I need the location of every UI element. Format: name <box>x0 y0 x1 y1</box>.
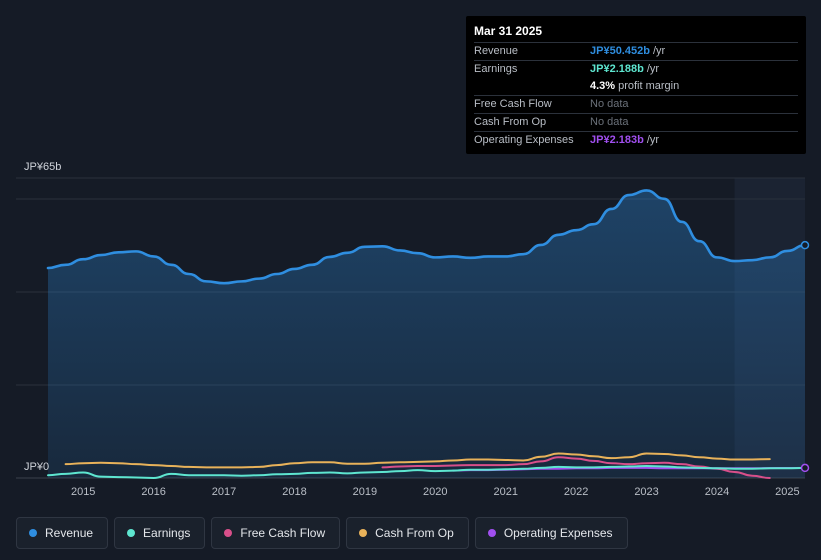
tooltip-label <box>474 78 590 95</box>
tooltip-row-margin: 4.3% profit margin <box>474 78 798 95</box>
x-tick-label: 2017 <box>212 486 236 498</box>
x-tick-label: 2021 <box>493 486 517 498</box>
legend-item-earnings[interactable]: Earnings <box>114 517 206 549</box>
revenue-area <box>48 190 805 478</box>
tooltip-date: Mar 31 2025 <box>474 24 543 38</box>
legend-label: Free Cash Flow <box>240 526 326 540</box>
tooltip-row-earnings: Earnings JP¥2.188b/yr <box>474 60 798 78</box>
legend: Revenue Earnings Free Cash Flow Cash Fro… <box>16 517 628 549</box>
legend-item-free-cash-flow[interactable]: Free Cash Flow <box>211 517 341 549</box>
legend-item-cash-from-op[interactable]: Cash From Op <box>346 517 469 549</box>
legend-label: Revenue <box>45 526 94 540</box>
y-tick-label: JP¥0 <box>24 461 49 473</box>
tooltip-value: JP¥2.188b <box>590 63 644 75</box>
legend-label: Operating Expenses <box>503 526 613 540</box>
tooltip-row-cfo: Cash From Op No data <box>474 113 798 131</box>
x-tick-label: 2025 <box>775 486 799 498</box>
legend-dot-icon <box>487 529 496 537</box>
x-tick-label: 2024 <box>705 486 729 498</box>
tooltip-label: Cash From Op <box>474 116 547 128</box>
tooltip-unit: /yr <box>646 134 660 146</box>
tooltip-value: 4.3% <box>590 80 616 92</box>
tooltip-value: JP¥50.452b <box>590 45 650 57</box>
cash-from-op-line <box>64 452 771 469</box>
legend-item-operating-expenses[interactable]: Operating Expenses <box>474 517 628 549</box>
tooltip-unit: /yr <box>652 45 666 57</box>
tooltip: Mar 31 2025 Revenue JP¥50.452b/yr Earnin… <box>466 16 806 154</box>
revenue-end-marker <box>800 240 810 250</box>
x-tick-label: 2015 <box>71 486 95 498</box>
x-tick-label: 2022 <box>564 486 588 498</box>
tooltip-label: Free Cash Flow <box>474 98 552 110</box>
operating-expenses-end-marker <box>800 463 810 473</box>
tooltip-unit: profit margin <box>618 80 680 92</box>
tooltip-label: Earnings <box>474 63 518 75</box>
legend-label: Cash From Op <box>375 526 454 540</box>
tooltip-label: Revenue <box>474 45 519 57</box>
tooltip-row-revenue: Revenue JP¥50.452b/yr <box>474 42 798 60</box>
tooltip-value: JP¥2.183b <box>590 134 644 146</box>
earnings-line <box>47 464 806 480</box>
tooltip-value: No data <box>590 98 629 110</box>
legend-label: Earnings <box>143 526 191 540</box>
free-cash-flow-line <box>381 456 771 479</box>
revenue-line <box>46 189 807 285</box>
y-tick-label: JP¥65b <box>24 161 61 173</box>
legend-dot-icon <box>224 529 233 537</box>
x-tick-label: 2016 <box>141 486 165 498</box>
x-tick-label: 2018 <box>282 486 306 498</box>
chart: JP¥65b JP¥0 2015 2016 2017 2018 2019 2020 2021 20… <box>16 161 810 498</box>
legend-dot-icon <box>127 529 136 537</box>
tooltip-unit: /yr <box>646 63 660 75</box>
tooltip-row-fcf: Free Cash Flow No data <box>474 95 798 113</box>
legend-item-revenue[interactable]: Revenue <box>16 517 109 549</box>
tooltip-label: Operating Expenses <box>474 134 574 146</box>
legend-dot-icon <box>29 529 37 537</box>
legend-dot-icon <box>359 529 368 537</box>
x-tick-label: 2019 <box>353 486 377 498</box>
x-tick-label: 2023 <box>634 486 658 498</box>
tooltip-row-opex: Operating Expenses JP¥2.183b/yr <box>474 131 798 149</box>
x-tick-label: 2020 <box>423 486 447 498</box>
tooltip-value: No data <box>590 116 629 128</box>
